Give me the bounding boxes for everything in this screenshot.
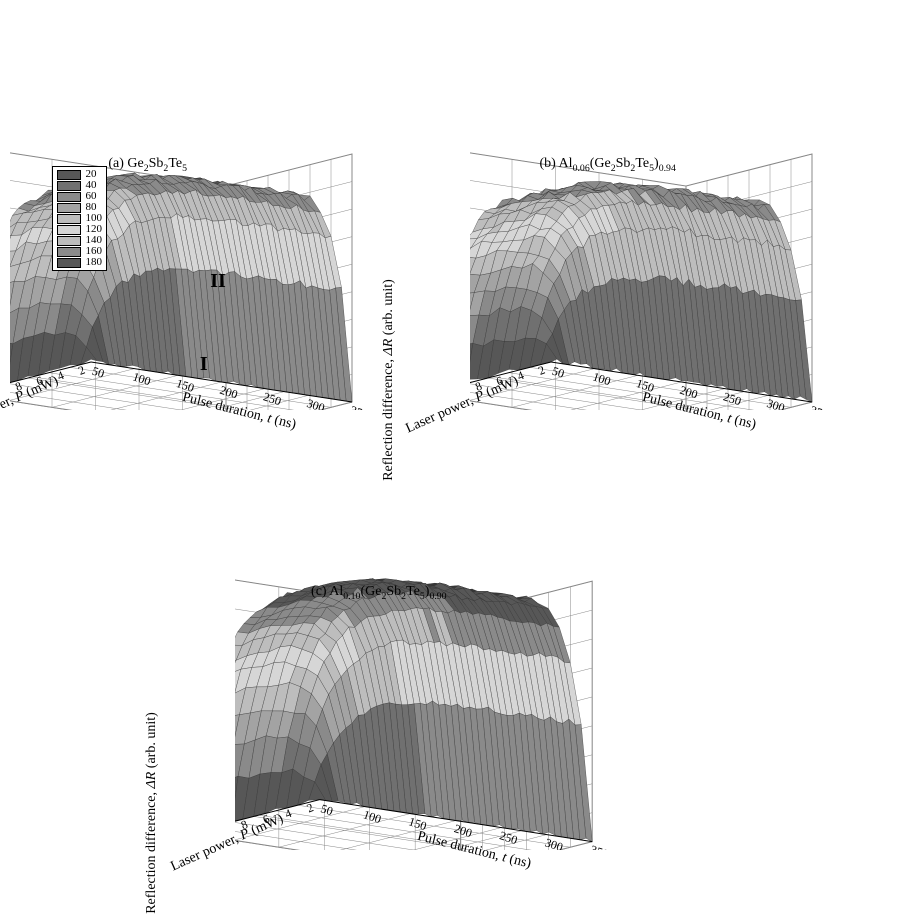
legend-swatch: [57, 214, 81, 224]
legend-swatch: [57, 225, 81, 235]
region-marker-I: I: [200, 353, 208, 376]
panel-title-a: (a) Ge2Sb2Te5: [108, 156, 187, 174]
plot3d-b: 5010015020025030035024681012142040608010…: [470, 10, 920, 410]
legend-swatch: [57, 236, 81, 246]
plot3d-c: 5010015020025030035024681012142040608010…: [235, 430, 705, 850]
panel-title-b: (b) Al0.06(Ge2Sb2Te5)0.94: [540, 156, 676, 174]
figure-container: 5010015020025030035024681012142040608010…: [0, 0, 923, 879]
svg-text:350: 350: [589, 842, 610, 850]
panel-b: 5010015020025030035024681012142040608010…: [470, 10, 920, 410]
legend-swatch: [57, 203, 81, 213]
legend-swatch: [57, 170, 81, 180]
region-marker-II: II: [210, 270, 226, 293]
panel-title-c: (c) Al0.10(Ge2Sb2Te5)0.90: [311, 584, 447, 602]
colorbar-legend: 20406080100120140160180: [52, 166, 107, 271]
panel-c: 5010015020025030035024681012142040608010…: [235, 430, 705, 850]
legend-swatch: [57, 192, 81, 202]
legend-swatch: [57, 258, 81, 268]
axis-label: Reflection difference, ΔR (arb. unit): [144, 712, 160, 914]
legend-swatch: [57, 181, 81, 191]
legend-row: 180: [57, 257, 102, 268]
legend-swatch: [57, 247, 81, 257]
legend-label: 180: [85, 257, 102, 268]
svg-text:350: 350: [809, 403, 830, 410]
svg-text:350: 350: [349, 403, 370, 410]
